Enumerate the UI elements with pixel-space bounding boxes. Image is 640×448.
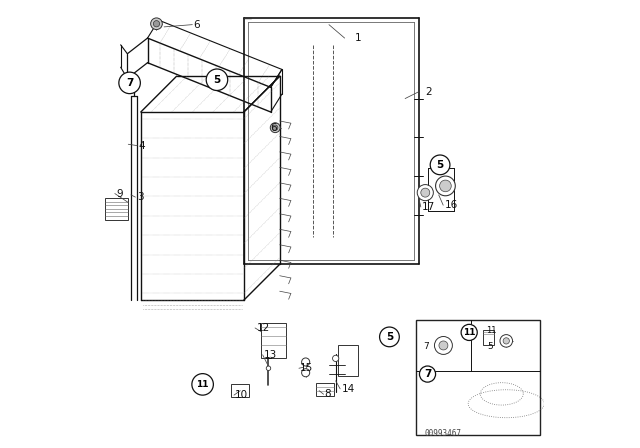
Circle shape	[150, 18, 163, 30]
Text: 1: 1	[355, 33, 362, 43]
Text: 5: 5	[213, 75, 221, 85]
Text: 4: 4	[139, 141, 145, 151]
Text: 5: 5	[487, 342, 493, 351]
Text: 11: 11	[196, 380, 209, 389]
Text: 00993467: 00993467	[425, 429, 461, 438]
Circle shape	[421, 188, 430, 197]
Text: 7: 7	[424, 369, 431, 379]
Circle shape	[500, 335, 513, 347]
Circle shape	[435, 336, 452, 354]
Bar	[338, 345, 358, 376]
Circle shape	[270, 123, 280, 133]
Text: 15: 15	[300, 363, 314, 373]
Bar	[316, 383, 334, 396]
Text: 5: 5	[386, 332, 393, 342]
Circle shape	[419, 366, 436, 382]
Circle shape	[266, 366, 271, 370]
Text: 6: 6	[271, 123, 277, 133]
Circle shape	[301, 358, 310, 366]
Text: 7: 7	[126, 78, 133, 88]
Text: 2: 2	[425, 87, 432, 97]
Text: 8: 8	[324, 389, 331, 399]
Circle shape	[439, 341, 448, 350]
Text: 12: 12	[257, 323, 269, 333]
Circle shape	[440, 180, 451, 192]
Bar	[483, 330, 494, 345]
Circle shape	[192, 374, 213, 395]
Text: 13: 13	[264, 350, 277, 360]
Circle shape	[430, 155, 450, 175]
Text: 11: 11	[486, 326, 496, 335]
Circle shape	[503, 338, 509, 344]
Text: 7: 7	[423, 342, 429, 351]
Text: 6: 6	[194, 20, 200, 30]
Text: 9: 9	[116, 189, 123, 198]
Bar	[417, 320, 540, 435]
Circle shape	[461, 324, 477, 340]
Text: 16: 16	[445, 200, 458, 210]
Circle shape	[380, 327, 399, 347]
Text: 11: 11	[463, 328, 476, 337]
Bar	[261, 323, 285, 358]
Circle shape	[273, 125, 278, 130]
Circle shape	[333, 355, 339, 362]
Text: 14: 14	[342, 384, 355, 394]
Circle shape	[301, 369, 310, 377]
Circle shape	[154, 21, 159, 27]
Text: 3: 3	[137, 192, 144, 202]
Circle shape	[119, 72, 140, 94]
Text: 10: 10	[235, 390, 248, 400]
Circle shape	[206, 69, 228, 90]
Bar	[231, 384, 249, 397]
Circle shape	[436, 176, 455, 196]
Text: 17: 17	[422, 202, 435, 212]
Circle shape	[417, 185, 433, 201]
Bar	[105, 198, 128, 220]
Text: 5: 5	[436, 160, 444, 170]
